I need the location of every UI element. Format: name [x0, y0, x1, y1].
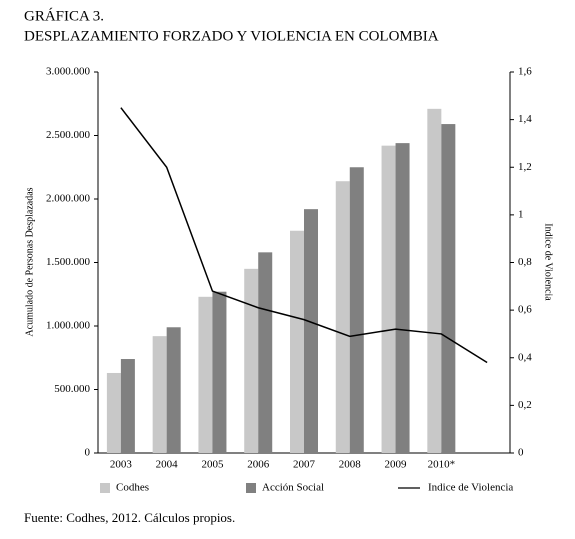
legend-swatch [246, 483, 256, 493]
y2-tick-label: 1,4 [518, 113, 532, 125]
bar [198, 296, 213, 453]
legend-label: Indice de Violencia [428, 482, 513, 494]
bar [152, 336, 167, 453]
y2-tick-label: 0,2 [518, 399, 532, 411]
x-tick-label: 2008 [339, 459, 362, 471]
line-series [120, 107, 488, 364]
bar [427, 108, 442, 453]
bar [349, 167, 364, 453]
bar [304, 209, 318, 453]
y2-tick-label: 0,6 [518, 304, 532, 316]
source-note: Fuente: Codhes, 2012. Cálculos propios. [24, 510, 235, 525]
y-axis-label: Acumulado de Personas Desplazadas [24, 187, 35, 336]
y2-tick-label: 0,8 [518, 256, 532, 268]
y-tick-label: 2.500.000 [46, 129, 91, 141]
legend-swatch [100, 483, 110, 493]
bar [166, 327, 181, 453]
x-tick-label: 2007 [293, 459, 316, 471]
bar [290, 230, 304, 453]
bar [258, 252, 273, 453]
y2-tick-label: 0,4 [518, 351, 532, 363]
y-tick-label: 3.000.000 [46, 66, 91, 78]
y2-tick-label: 0 [518, 447, 524, 459]
chart-title: GRÁFICA 3. [24, 7, 104, 24]
legend-label: Acción Social [262, 482, 324, 494]
y-tick-label: 500.000 [54, 383, 90, 395]
chart-subtitle: DESPLAZAMIENTO FORZADO Y VIOLENCIA EN CO… [24, 28, 439, 44]
legend-label: Codhes [116, 482, 149, 494]
x-tick-label: 2005 [201, 459, 224, 471]
y-tick-label: 0 [85, 447, 91, 459]
y2-tick-label: 1,2 [518, 161, 532, 173]
y-tick-label: 2.000.000 [46, 193, 91, 205]
bar [335, 181, 350, 453]
x-tick-label: 2006 [247, 459, 270, 471]
y-tick-label: 1.500.000 [46, 256, 91, 268]
bar [381, 145, 396, 453]
x-tick-label: 2009 [385, 459, 408, 471]
bar [106, 372, 121, 453]
y2-tick-label: 1 [518, 208, 524, 220]
y2-tick-label: 1,6 [518, 66, 532, 78]
x-tick-label: 2010* [428, 459, 456, 471]
x-tick-label: 2003 [110, 459, 133, 471]
bar [441, 124, 456, 453]
bar [395, 143, 410, 453]
bar [244, 268, 259, 453]
y2-axis-label: Indice de Violencia [543, 223, 554, 301]
x-tick-label: 2004 [156, 459, 179, 471]
bar [120, 359, 135, 453]
y-tick-label: 1.000.000 [46, 320, 91, 332]
bar [212, 291, 227, 453]
